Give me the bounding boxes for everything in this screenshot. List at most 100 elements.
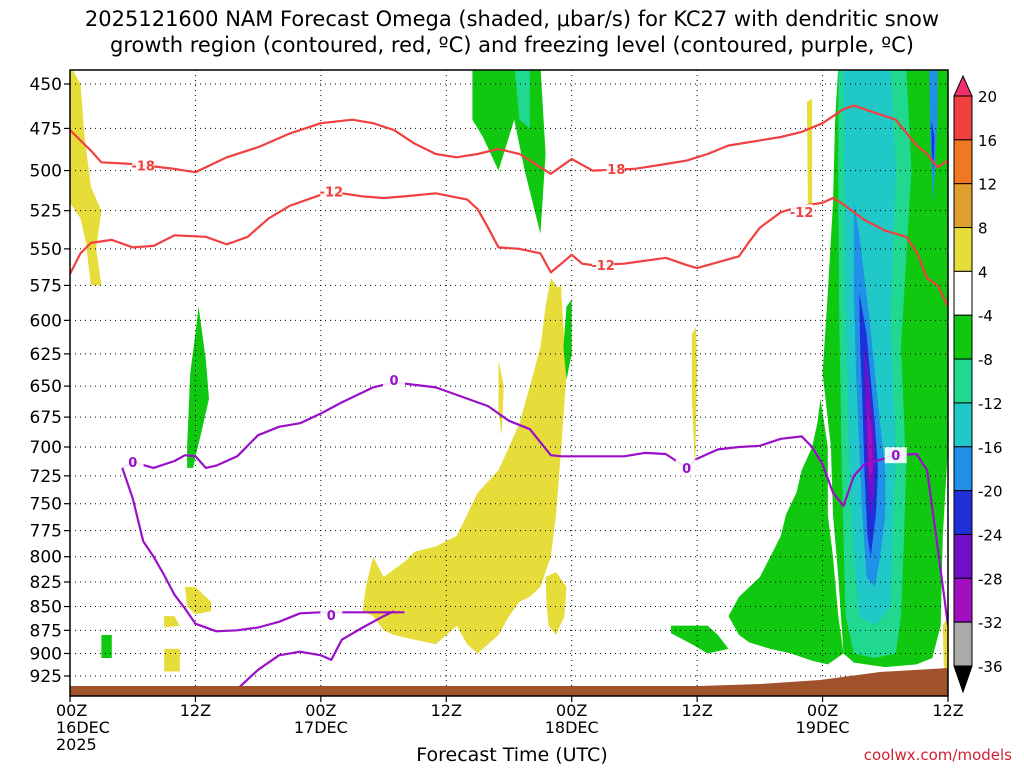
- colorbar-bin-5: [953, 270, 973, 316]
- x-tick-label-3-0: 12Z: [431, 701, 462, 720]
- y-tick-label-9: 675: [30, 408, 62, 428]
- contour-label-bg-3-0: [320, 607, 343, 624]
- colorbar-label-8: -16: [978, 439, 1003, 457]
- colorbar-bin-2: [953, 139, 973, 185]
- omega-neg-14: [867, 398, 873, 482]
- y-tick-label-17: 875: [30, 621, 62, 641]
- contour-label-1-2: -12: [790, 206, 814, 221]
- contour-label-2-0: 0: [128, 456, 137, 471]
- y-tick-label-18: 900: [30, 644, 62, 664]
- contour-label-1-1: -12: [591, 259, 615, 274]
- terrain-rise: [700, 668, 948, 690]
- credit-link[interactable]: coolwx.com/models: [863, 746, 1012, 764]
- x-tick-label-6-1: 19DEC: [796, 718, 850, 737]
- x-tick-label-4-0: 00Z: [556, 701, 587, 720]
- x-axis-label: Forecast Time (UTC): [416, 744, 608, 766]
- y-tick-label-0: 450: [30, 75, 62, 95]
- x-tick-label-6-0: 00Z: [807, 701, 838, 720]
- contour-lines: -18 -18 -12 -12 -12 0 0 0 0 0: [70, 104, 948, 691]
- y-tick-label-1: 475: [30, 119, 62, 139]
- contour-label-1-0: -12: [320, 186, 344, 201]
- y-axis: 450 475 500 525 550 575 600 625 650 675 700 725 750 7…: [30, 75, 70, 687]
- colorbar-label-5: -4: [978, 307, 993, 325]
- contour-label-bg-1-2: [790, 204, 813, 221]
- y-tick-label-16: 850: [30, 598, 62, 618]
- terrain-ground: [70, 686, 948, 696]
- contour-label-3-0: 0: [327, 609, 336, 624]
- contour-label-2-3: 0: [891, 449, 900, 464]
- title-line-2: growth region (contoured, red, ºC) and f…: [110, 33, 914, 57]
- colorbar-bin-13: [953, 621, 973, 667]
- colorbar-bin-6: [953, 314, 973, 360]
- x-tick-label-1-0: 12Z: [180, 701, 211, 720]
- x-tick-label-7-0: 12Z: [932, 701, 963, 720]
- contour-label-bg-1-0: [320, 183, 343, 200]
- y-tick-label-10: 700: [30, 438, 62, 458]
- omega-pos-11: [942, 616, 948, 672]
- title-line-1: 2025121600 NAM Forecast Omega (shaded, μ…: [84, 7, 940, 31]
- contour-line-4: [236, 610, 395, 691]
- omega-neg-5: [101, 635, 112, 658]
- contour-line-2: [121, 381, 948, 626]
- y-tick-label-12: 750: [30, 495, 62, 515]
- omega-pos-1: [70, 70, 102, 286]
- y-tick-label-19: 925: [30, 667, 62, 687]
- colorbar-label-6: -8: [978, 351, 993, 369]
- contour-label-2-1: 0: [390, 374, 399, 389]
- colorbar-label-2: 12: [978, 176, 997, 194]
- colorbar-bin-3: [953, 183, 973, 229]
- omega-neg-7: [728, 398, 844, 665]
- contour-label-bg-2-1: [383, 371, 406, 388]
- contour-label-bg-2-2: [675, 459, 698, 476]
- contour-line-1: [70, 192, 948, 308]
- contour-label-bg-0-1: [602, 160, 625, 177]
- omega-pos-2: [362, 278, 567, 654]
- omega-pos-6: [185, 587, 212, 615]
- contour-label-2-2: 0: [682, 462, 691, 477]
- chart-title: 2025121600 NAM Forecast Omega (shaded, μ…: [0, 6, 1024, 58]
- contour-label-bg-2-3: [884, 447, 907, 464]
- y-tick-label-8: 650: [30, 377, 62, 397]
- colorbar-label-11: -28: [978, 570, 1003, 588]
- colorbar-bin-11: [953, 533, 973, 579]
- omega-pos-7: [164, 616, 180, 628]
- colorbar-bottom-arrow: [953, 665, 973, 694]
- x-tick-label-0-2: 2025: [56, 735, 97, 754]
- omega-pos-8: [164, 648, 180, 672]
- colorbar-label-10: -24: [978, 527, 1003, 545]
- y-tick-label-14: 800: [30, 548, 62, 568]
- colorbar-bin-9: [953, 446, 973, 492]
- omega-neg-16: [931, 119, 935, 171]
- colorbar-label-4: 4: [978, 263, 988, 281]
- colorbar-bin-8: [953, 402, 973, 448]
- omega-neg-4: [563, 299, 572, 380]
- omega-shading: [70, 70, 948, 672]
- x-tick-label-0-0: 00Z: [56, 701, 87, 720]
- colorbar-label-13: -36: [978, 658, 1003, 676]
- y-tick-label-6: 600: [30, 311, 62, 331]
- contour-line-0: [70, 104, 948, 175]
- omega-neg-6: [671, 625, 729, 654]
- colorbar-top-arrow: [953, 74, 973, 97]
- omega-pos-9: [691, 327, 698, 471]
- y-tick-label-5: 575: [30, 276, 62, 296]
- omega-neg-3: [187, 306, 209, 468]
- y-tick-label-4: 550: [30, 240, 62, 260]
- contour-label-bg-2-0: [121, 454, 144, 471]
- omega-pos-5: [545, 572, 567, 635]
- colorbar-bin-4: [953, 227, 973, 272]
- colorbar-bin-7: [953, 358, 973, 404]
- contour-label-0-1: -18: [602, 163, 626, 178]
- colorbar-label-9: -20: [978, 483, 1003, 501]
- y-tick-label-7: 625: [30, 345, 62, 365]
- y-tick-label-3: 525: [30, 202, 62, 222]
- x-tick-label-2-0: 00Z: [305, 701, 336, 720]
- contour-label-bg-1-1: [592, 257, 615, 274]
- contour-label-0-0: -18: [131, 160, 155, 175]
- colorbar-label-1: 16: [978, 132, 997, 150]
- contour-label-bg-0-0: [132, 157, 155, 174]
- x-tick-label-2-1: 17DEC: [294, 718, 348, 737]
- colorbar-label-12: -32: [978, 614, 1003, 632]
- y-tick-label-15: 825: [30, 573, 62, 593]
